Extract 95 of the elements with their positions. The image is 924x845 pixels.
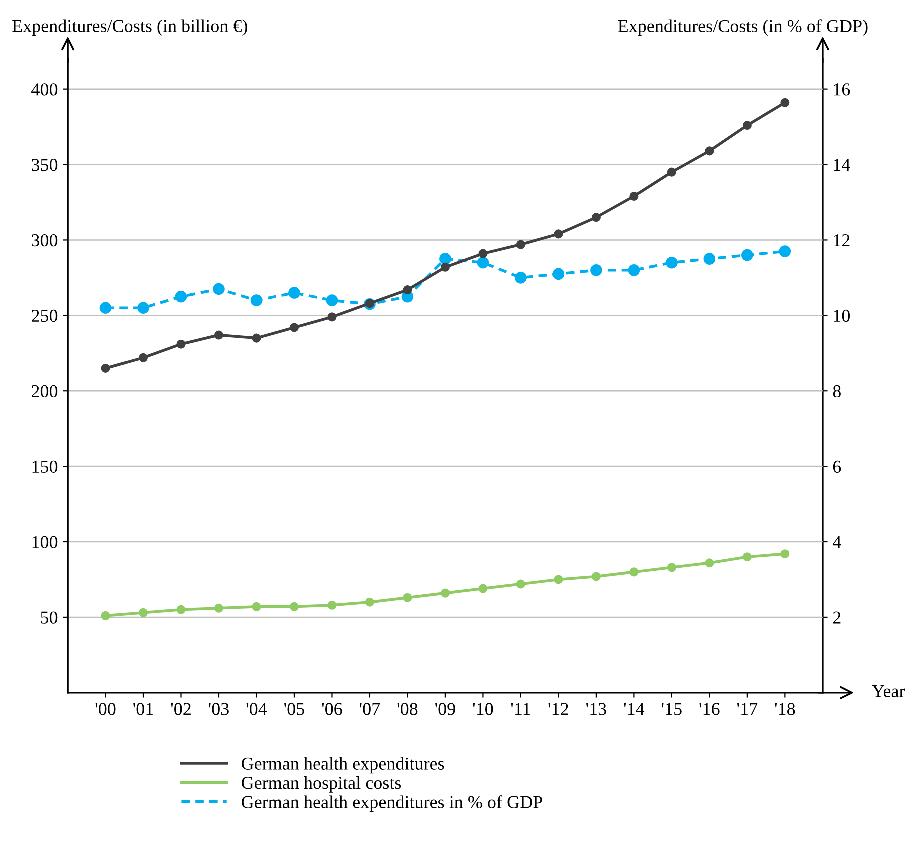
y-tick-label: 350 — [32, 159, 58, 172]
point — [326, 294, 338, 306]
point — [290, 323, 299, 332]
point — [704, 253, 716, 265]
y2-tick-label: 14 — [834, 159, 850, 172]
x-tick-label: '15 — [662, 703, 682, 716]
x-tick-label: '12 — [548, 703, 568, 716]
point — [365, 598, 374, 607]
point — [477, 256, 490, 269]
y2-tick-label: 2 — [833, 612, 841, 624]
point — [100, 302, 112, 314]
legend-label: German health expenditures in % of GDP — [242, 796, 542, 812]
y2-axis-title: Expenditures/Costs (in % of GDP) — [618, 20, 868, 36]
point — [667, 563, 676, 572]
point — [138, 353, 148, 362]
point — [213, 283, 225, 296]
point — [478, 584, 488, 594]
point — [403, 593, 412, 602]
x-tick-label: '13 — [586, 703, 606, 716]
x-tick-label: '08 — [398, 703, 418, 716]
y2-tick-label: 12 — [834, 234, 850, 246]
y2-tick-label: 4 — [832, 536, 842, 548]
point — [780, 98, 790, 108]
point — [592, 213, 601, 222]
point — [780, 550, 790, 559]
point — [403, 286, 412, 295]
point — [630, 568, 639, 577]
point — [515, 272, 527, 284]
point — [742, 552, 752, 562]
point — [667, 168, 676, 177]
x-tick-label: '02 — [171, 703, 191, 716]
point — [214, 330, 224, 340]
point — [628, 264, 640, 276]
x-axis-title: Year — [872, 685, 906, 698]
y2-tick-label: 10 — [834, 310, 850, 322]
x-tick-label: '07 — [360, 703, 380, 716]
y-tick-label: 50 — [41, 612, 58, 624]
x-tick-label: '16 — [700, 703, 720, 716]
point — [516, 240, 526, 250]
x-tick-label: '11 — [511, 703, 530, 716]
point — [666, 256, 678, 269]
y-tick-label: 200 — [32, 385, 58, 398]
legend-label: German health expenditures — [242, 757, 444, 774]
point — [138, 608, 148, 618]
point — [252, 334, 262, 343]
point — [440, 588, 450, 598]
x-tick-label: '04 — [246, 703, 268, 716]
y2-tick-label: 6 — [833, 460, 842, 474]
legend-label: German hospital costs — [242, 776, 402, 793]
x-tick-label: '00 — [96, 703, 116, 716]
point — [478, 249, 488, 258]
point — [328, 600, 337, 610]
y-tick-label: 400 — [32, 84, 58, 96]
point — [516, 580, 526, 589]
point — [590, 264, 602, 276]
y-tick-label: 150 — [32, 460, 58, 474]
x-tick-label: '14 — [624, 703, 645, 716]
y-tick-label: 300 — [32, 234, 58, 247]
y-tick-label: 100 — [32, 536, 58, 548]
point — [554, 230, 564, 239]
point — [328, 312, 337, 322]
y-axis-title: Expenditures/Costs (in billion €) — [12, 20, 248, 36]
x-tick-label: '09 — [436, 703, 456, 716]
point — [705, 146, 714, 156]
point — [592, 572, 601, 582]
point — [252, 602, 262, 612]
point — [630, 192, 639, 201]
point — [440, 253, 452, 265]
point — [176, 605, 186, 614]
point — [175, 290, 188, 303]
x-tick-label: '05 — [284, 703, 304, 716]
y-tick-label: 250 — [32, 310, 58, 322]
point — [552, 268, 565, 280]
x-tick-label: '18 — [775, 703, 796, 716]
x-tick-label: '01 — [134, 703, 154, 716]
point — [290, 602, 299, 612]
y2-tick-label: 8 — [833, 385, 841, 398]
point — [742, 121, 752, 130]
y2-tick-label: 16 — [834, 84, 850, 96]
point — [101, 364, 110, 373]
point — [288, 287, 300, 299]
point — [742, 249, 754, 262]
point — [176, 340, 186, 349]
x-tick-label: '10 — [473, 703, 494, 716]
point — [101, 611, 110, 620]
point — [554, 575, 564, 584]
x-tick-label: '03 — [209, 703, 229, 716]
point — [214, 604, 224, 613]
point — [779, 246, 792, 258]
x-tick-label: '06 — [322, 703, 342, 716]
point — [250, 294, 263, 306]
point — [440, 262, 450, 272]
point — [705, 558, 714, 568]
x-tick-label: '17 — [738, 703, 758, 716]
point — [138, 302, 150, 314]
